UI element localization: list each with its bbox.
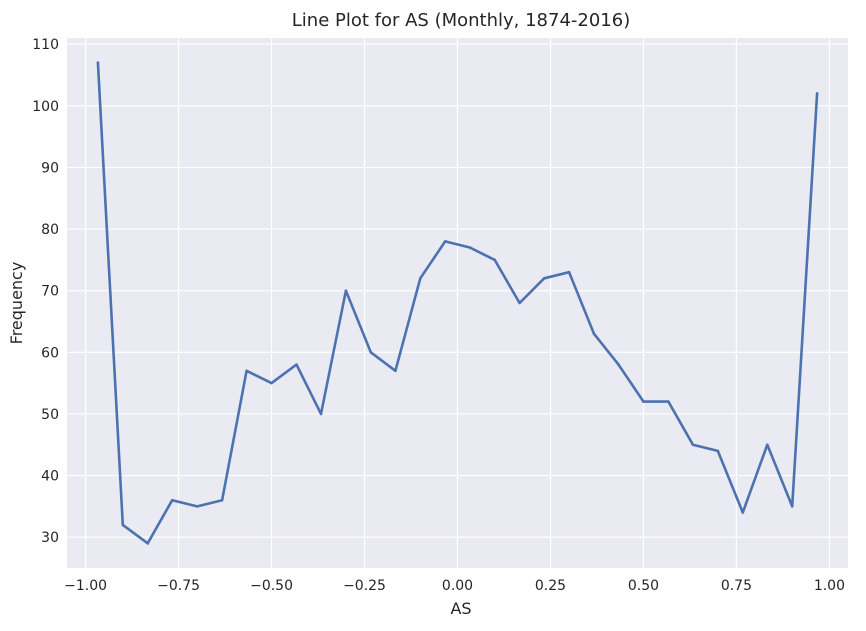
data-point: [741, 511, 745, 514]
x-tick-label: −0.25: [343, 578, 386, 594]
chart-title: Line Plot for AS (Monthly, 1874-2016): [292, 10, 630, 31]
x-axis-ticks: −1.00 −0.75 −0.50 −0.25 0.00 0.25 0.50 0.75 1.00: [64, 578, 845, 594]
y-tick-label: 60: [41, 345, 59, 361]
data-point: [419, 277, 422, 280]
grid-lines: [67, 38, 848, 568]
data-point: [443, 240, 447, 243]
data-point: [716, 449, 720, 453]
data-point: [245, 369, 248, 373]
data-point: [617, 363, 620, 366]
data-point: [765, 443, 769, 447]
x-tick-label: 0.25: [535, 578, 566, 594]
x-tick-label: −1.00: [64, 578, 107, 594]
data-point: [195, 505, 199, 508]
data-point: [592, 332, 596, 336]
data-point: [394, 369, 397, 373]
data-point: [642, 400, 645, 403]
data-points: [96, 61, 819, 545]
y-tick-label: 80: [41, 222, 59, 238]
y-axis-label: Frequency: [7, 262, 26, 345]
y-tick-label: 100: [32, 99, 59, 115]
y-tick-label: 90: [41, 160, 59, 176]
data-point: [667, 400, 670, 403]
data-point: [319, 412, 323, 416]
x-tick-label: −0.50: [250, 578, 293, 594]
data-point: [815, 92, 819, 95]
data-point: [691, 443, 695, 447]
data-point: [295, 363, 298, 366]
x-axis-label: AS: [450, 599, 471, 618]
y-tick-label: 110: [32, 37, 59, 53]
frequency-line: [96, 61, 819, 545]
data-point: [170, 498, 174, 502]
y-axis-ticks: 30 40 50 60 70 80 90 100 110: [32, 37, 59, 546]
data-point: [518, 301, 521, 305]
data-point: [468, 246, 472, 249]
data-point: [146, 542, 150, 545]
data-point: [270, 381, 273, 385]
y-tick-label: 70: [41, 284, 59, 300]
x-tick-label: 1.00: [814, 578, 845, 594]
data-point: [369, 351, 373, 354]
data-point: [542, 277, 546, 280]
y-tick-label: 30: [41, 530, 59, 546]
data-point: [220, 498, 224, 502]
y-tick-label: 40: [41, 469, 59, 485]
data-point: [493, 258, 496, 262]
x-tick-label: −0.75: [157, 578, 200, 594]
x-tick-label: 0.50: [628, 578, 659, 594]
data-point: [96, 61, 100, 64]
data-point: [344, 289, 348, 292]
data-point: [121, 523, 125, 527]
data-point: [567, 270, 571, 274]
y-tick-label: 50: [41, 407, 59, 423]
x-tick-label: 0.75: [721, 578, 752, 594]
x-tick-label: 0.00: [442, 578, 473, 594]
data-point: [790, 505, 794, 508]
